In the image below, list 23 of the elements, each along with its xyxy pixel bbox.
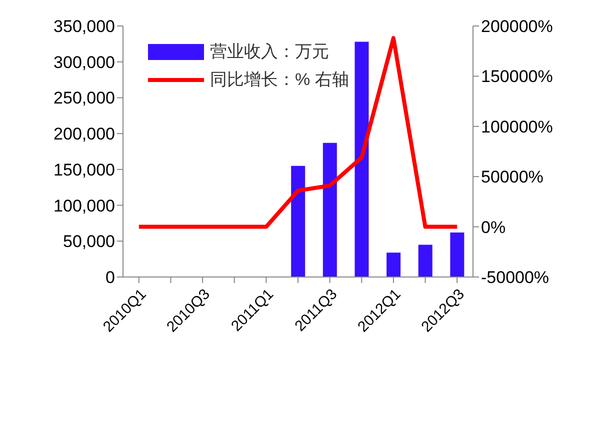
line-series bbox=[136, 36, 460, 229]
y2-tick-label: 150000% bbox=[481, 67, 553, 86]
y2-tick-label: 0% bbox=[481, 218, 506, 237]
legend-label: 同比增长：% 右轴 bbox=[210, 69, 349, 91]
legend-label: 营业收入：万元 bbox=[210, 41, 329, 63]
bar bbox=[450, 232, 464, 277]
y2-tick-label: 100000% bbox=[481, 117, 553, 136]
bar bbox=[322, 142, 337, 277]
y-tick-label: 250,000 bbox=[54, 88, 115, 108]
y-tick-label: 0 bbox=[106, 268, 115, 288]
bar bbox=[386, 252, 401, 277]
y-tick-label: 300,000 bbox=[54, 52, 115, 72]
y-tick-label: 50,000 bbox=[63, 232, 115, 252]
y-tick-label: 150,000 bbox=[54, 160, 115, 180]
bar bbox=[291, 166, 306, 277]
y2-tick-label: -50000% bbox=[481, 268, 550, 288]
y2-tick-label: 200000% bbox=[481, 17, 553, 36]
y-tick-label: 200,000 bbox=[54, 124, 115, 144]
y2-tick-label: 50000% bbox=[481, 168, 544, 187]
bar bbox=[354, 42, 369, 277]
y-tick-label: 350,000 bbox=[54, 17, 115, 36]
bar bbox=[418, 244, 432, 277]
y-tick-label: 100,000 bbox=[54, 196, 115, 216]
